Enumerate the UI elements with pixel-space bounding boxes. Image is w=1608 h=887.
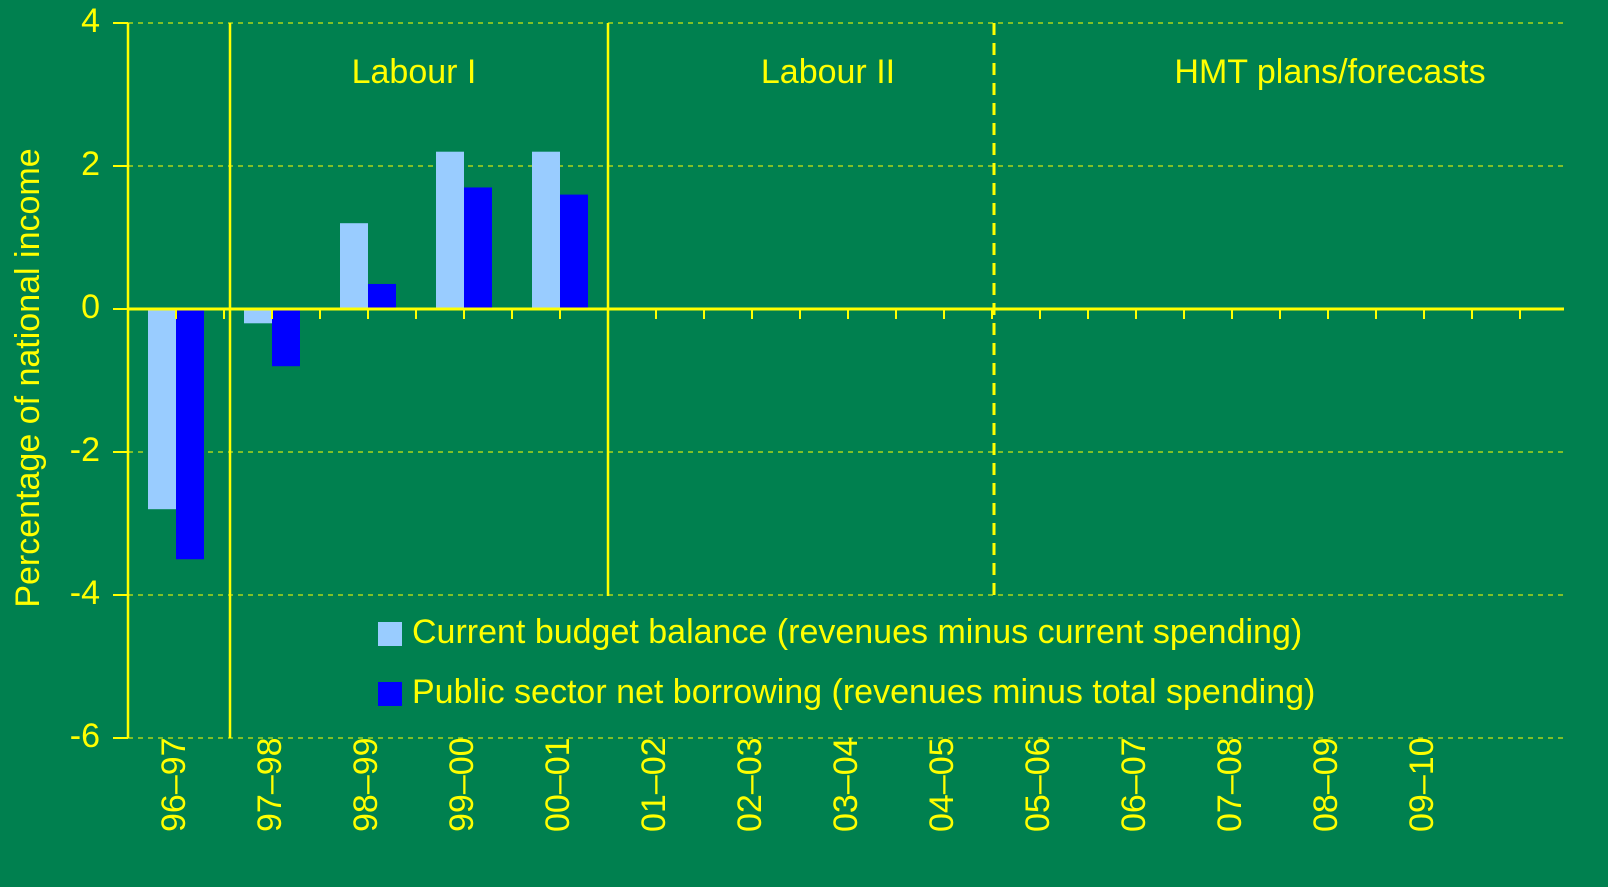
x-tick-label: 05–06 (1019, 737, 1057, 832)
annotation: Labour I (352, 53, 477, 91)
bar (436, 151, 464, 309)
bar (532, 151, 560, 309)
bar (368, 283, 396, 309)
y-tick-label: -6 (70, 717, 100, 755)
legend-label: Current budget balance (revenues minus c… (412, 613, 1302, 651)
y-tick-label: 0 (81, 288, 100, 326)
legend-swatch (378, 622, 402, 646)
legend-swatch (378, 682, 402, 706)
y-tick-label: 4 (81, 2, 100, 40)
x-tick-label: 04–05 (923, 737, 961, 832)
x-tick-label: 09–10 (1403, 737, 1441, 832)
bar (244, 309, 272, 324)
x-tick-label: 99–00 (443, 737, 481, 832)
x-tick-label: 97–98 (251, 737, 289, 832)
x-tick-label: 02–03 (731, 737, 769, 832)
bar (560, 194, 588, 309)
annotation: HMT plans/forecasts (1174, 53, 1485, 91)
x-tick-label: 07–08 (1211, 737, 1249, 832)
bar (176, 309, 204, 560)
x-tick-label: 03–04 (827, 737, 865, 832)
x-tick-label: 00–01 (539, 737, 577, 832)
annotation: Labour II (761, 53, 895, 91)
y-axis-label: Percentage of national income (9, 148, 47, 607)
x-tick-label: 08–09 (1307, 737, 1345, 832)
x-tick-label: 96–97 (155, 737, 193, 832)
bar (148, 309, 176, 510)
bar (272, 309, 300, 367)
legend-label: Public sector net borrowing (revenues mi… (412, 673, 1315, 711)
x-tick-label: 01–02 (635, 737, 673, 832)
y-tick-label: -4 (70, 574, 100, 612)
bar (464, 187, 492, 309)
y-tick-label: 2 (81, 145, 100, 183)
y-tick-label: -2 (70, 431, 100, 469)
x-tick-label: 06–07 (1115, 737, 1153, 832)
x-tick-label: 98–99 (347, 737, 385, 832)
bar (340, 223, 368, 309)
